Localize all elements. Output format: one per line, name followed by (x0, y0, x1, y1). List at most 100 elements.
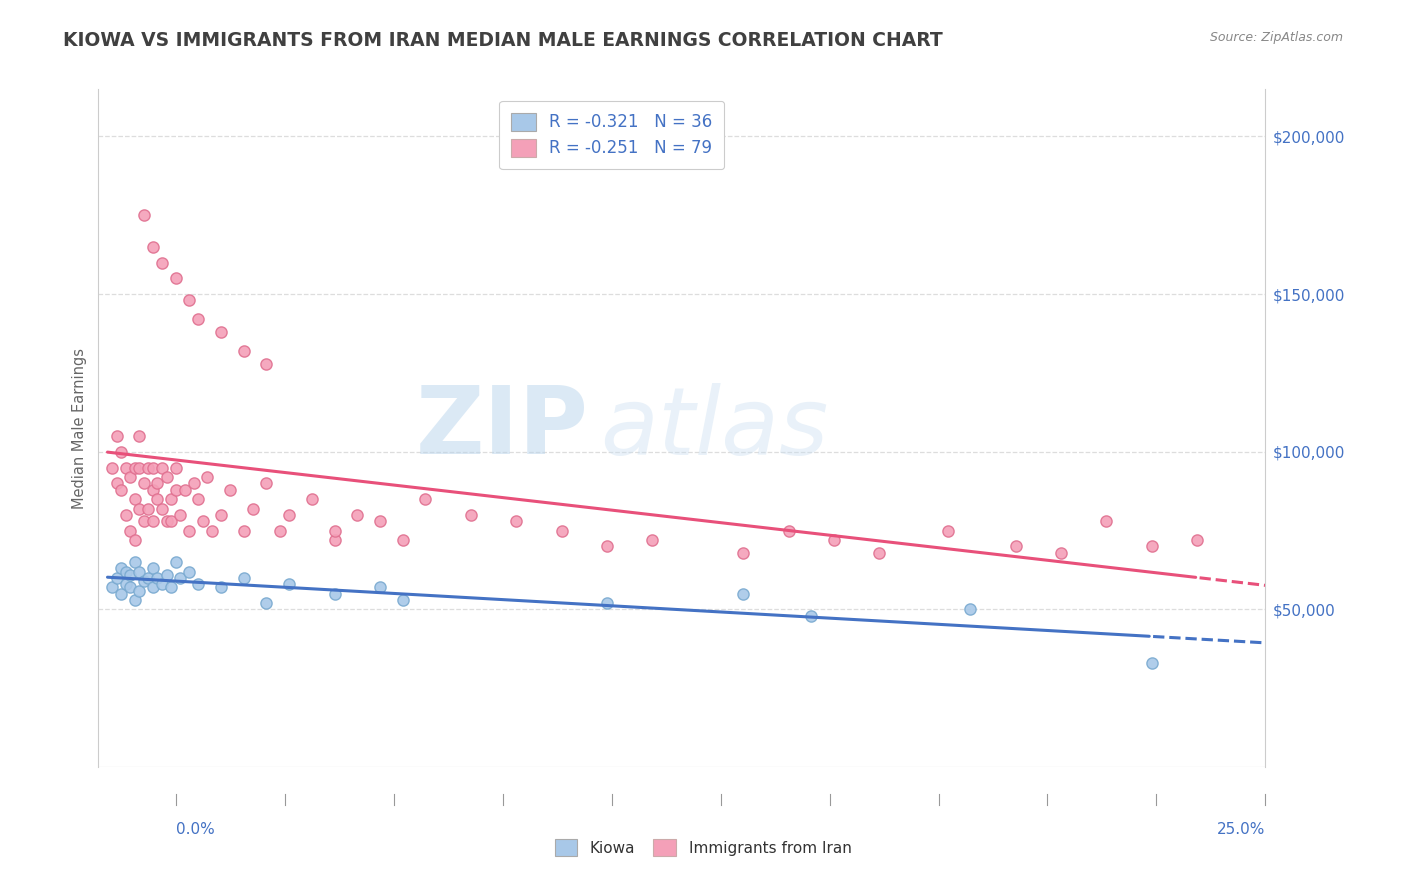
Point (242, 501, 264, 516)
Legend: R = -0.321   N = 36, R = -0.251   N = 79: R = -0.321 N = 36, R = -0.251 N = 79 (499, 101, 724, 169)
Point (415, 492, 437, 507)
Point (128, 429, 150, 443)
Point (278, 577, 301, 591)
Point (868, 546, 890, 560)
Text: 0.0%: 0.0% (176, 822, 215, 837)
Point (150, 501, 173, 516)
Point (201, 524, 224, 538)
Point (114, 565, 136, 579)
Point (114, 508, 136, 522)
Point (124, 555, 146, 569)
Point (232, 524, 254, 538)
Point (323, 533, 346, 547)
Point (254, 476, 277, 491)
Point (150, 255, 173, 269)
Point (132, 574, 155, 588)
Point (150, 460, 173, 475)
Point (114, 577, 136, 591)
Point (505, 514, 527, 528)
Point (209, 508, 232, 522)
Point (142, 581, 165, 595)
Point (323, 587, 346, 601)
Point (959, 602, 981, 616)
Point (323, 524, 346, 538)
Point (155, 470, 177, 484)
Point (219, 483, 242, 497)
Point (391, 593, 413, 607)
Point (142, 460, 165, 475)
Point (160, 492, 183, 507)
Point (641, 533, 664, 547)
Point (368, 514, 391, 528)
Point (183, 476, 205, 491)
Point (101, 581, 124, 595)
Point (124, 492, 146, 507)
Point (142, 514, 165, 528)
Point (105, 476, 128, 491)
Point (142, 561, 165, 575)
Point (110, 483, 132, 497)
Point (169, 571, 191, 585)
Point (142, 240, 165, 254)
Point (101, 460, 124, 475)
Point (124, 460, 146, 475)
Point (254, 357, 277, 371)
Point (187, 577, 209, 591)
Point (165, 483, 187, 497)
Point (1095, 514, 1118, 528)
Point (165, 271, 187, 285)
Legend: Kiowa, Immigrants from Iran: Kiowa, Immigrants from Iran (548, 833, 858, 862)
Point (1140, 656, 1163, 670)
Point (138, 501, 160, 516)
Point (124, 533, 146, 547)
Point (114, 460, 136, 475)
Point (209, 581, 232, 595)
Point (165, 555, 187, 569)
Point (278, 508, 301, 522)
Point (1140, 540, 1163, 554)
Point (800, 608, 823, 623)
Point (269, 524, 291, 538)
Y-axis label: Median Male Earnings: Median Male Earnings (72, 348, 87, 508)
Point (1004, 540, 1026, 554)
Point (936, 524, 959, 538)
Point (778, 524, 800, 538)
Point (120, 524, 142, 538)
Point (110, 587, 132, 601)
Point (391, 533, 413, 547)
Point (150, 577, 173, 591)
Point (179, 524, 201, 538)
Point (733, 546, 755, 560)
Point (187, 312, 209, 326)
Point (105, 429, 128, 443)
Point (232, 571, 254, 585)
Point (142, 483, 165, 497)
Point (146, 476, 169, 491)
Point (368, 581, 391, 595)
Point (120, 470, 142, 484)
Point (160, 581, 183, 595)
Point (110, 445, 132, 459)
Point (1050, 546, 1073, 560)
Point (346, 508, 368, 522)
Point (596, 596, 619, 610)
Point (146, 492, 169, 507)
Text: 25.0%: 25.0% (1218, 822, 1265, 837)
Point (179, 293, 201, 308)
Point (823, 533, 845, 547)
Point (254, 596, 277, 610)
Point (179, 565, 201, 579)
Point (138, 571, 160, 585)
Text: ZIP: ZIP (416, 382, 589, 475)
Point (110, 561, 132, 575)
Point (232, 343, 254, 358)
Point (460, 508, 482, 522)
Point (197, 470, 219, 484)
Point (132, 514, 155, 528)
Point (132, 476, 155, 491)
Point (124, 593, 146, 607)
Point (120, 581, 142, 595)
Point (596, 540, 619, 554)
Point (733, 587, 755, 601)
Point (146, 571, 169, 585)
